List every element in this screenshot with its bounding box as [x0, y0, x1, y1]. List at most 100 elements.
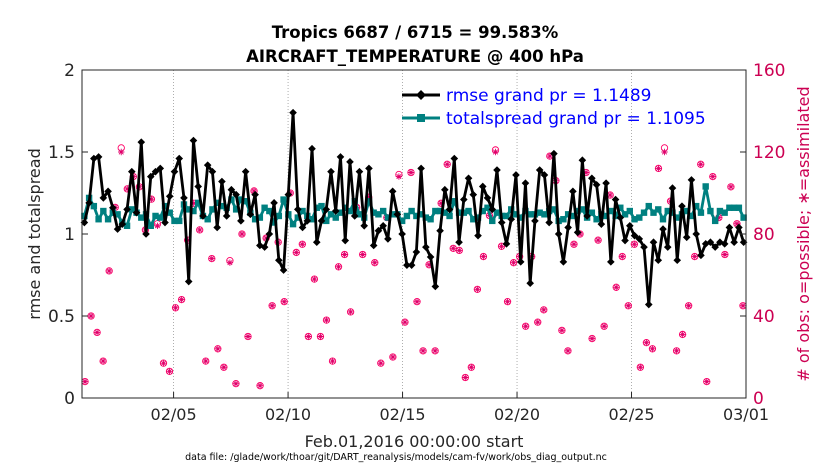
obs-assimilated-point — [679, 331, 686, 338]
obs-assimilated-point — [625, 302, 632, 309]
rmse-point — [80, 218, 89, 227]
totalspread-point — [280, 196, 287, 203]
totalspread-point — [716, 207, 724, 215]
rmse-point — [583, 212, 591, 220]
totalspread-point — [697, 209, 705, 216]
rmse-point — [512, 171, 520, 179]
totalspread-point — [446, 212, 453, 220]
totalspread-point — [479, 207, 486, 215]
x-axis-label: Feb.01,2016 00:00:00 start — [305, 432, 524, 451]
totalspread-point — [432, 207, 439, 215]
totalspread-point — [631, 216, 638, 223]
totalspread-point — [579, 206, 586, 213]
totalspread-point — [195, 199, 202, 207]
rmse-point — [118, 220, 127, 228]
obs-assimilated-point — [323, 316, 330, 324]
totalspread-point — [398, 217, 406, 225]
totalspread-point — [161, 202, 169, 210]
totalspread-point — [503, 212, 510, 220]
obs-assimilated-point — [208, 255, 215, 262]
obs-assimilated-point — [190, 200, 197, 207]
rmse-point — [170, 167, 179, 176]
rmse-point — [265, 230, 274, 238]
totalspread-point — [441, 209, 449, 216]
totalspread-point — [593, 216, 600, 223]
totalspread-point — [275, 212, 283, 220]
legend-rmse-marker — [416, 90, 426, 100]
rmse-point — [322, 205, 331, 214]
rmse-point — [659, 225, 667, 233]
y-axis-left-label: rmse and totalspread — [25, 148, 44, 319]
totalspread-point — [403, 212, 411, 220]
rmse-point — [663, 243, 672, 251]
rmse-point — [94, 153, 103, 161]
rmse-point — [611, 195, 620, 204]
x-tick-label: 02/15 — [379, 405, 425, 424]
footer-data-file: data file: /glade/work/thoar/git/DART_re… — [185, 452, 607, 463]
obs-assimilated-point — [606, 191, 614, 199]
y-right-tick-label: 120 — [753, 143, 785, 163]
totalspread-point — [702, 183, 709, 190]
rmse-point — [189, 136, 198, 145]
obs-assimilated-point — [534, 318, 541, 326]
rmse-point — [85, 199, 93, 207]
rmse-point — [526, 279, 534, 287]
totalspread-point — [664, 207, 671, 215]
totalspread-point — [346, 207, 354, 215]
obs-assimilated-point — [105, 267, 113, 275]
obs-assimilated-point — [214, 345, 222, 352]
rmse-point — [488, 205, 497, 214]
obs-assimilated-point — [347, 308, 354, 316]
obs-assimilated-point — [87, 312, 95, 320]
obs-assimilated-point — [619, 253, 626, 260]
totalspread-point — [289, 220, 297, 228]
totalspread-point — [451, 198, 458, 205]
totalspread-point — [337, 209, 344, 216]
totalspread-point — [185, 206, 192, 213]
obs-assimilated-point — [685, 302, 692, 309]
totalspread-point — [81, 212, 88, 220]
obs-assimilated-point — [425, 261, 433, 268]
totalspread-point — [721, 209, 728, 216]
totalspread-point — [123, 222, 131, 229]
obs-assimilated-point — [456, 247, 463, 254]
obs-assimilated-point — [655, 165, 662, 172]
rmse-point — [621, 236, 629, 245]
rmse-point — [369, 241, 378, 250]
obs-assimilated-point — [431, 347, 439, 355]
obs-assimilated-point — [673, 347, 680, 355]
totalspread-point — [100, 207, 107, 215]
rmse-point — [251, 190, 259, 199]
rmse-point — [678, 202, 686, 210]
obs-assimilated-point — [377, 359, 384, 367]
totalspread-point — [242, 198, 249, 205]
obs-assimilated-point — [709, 173, 716, 180]
rmse-point — [146, 172, 155, 181]
rmse-point — [161, 218, 169, 227]
rmse-point — [569, 187, 577, 196]
rmse-point — [317, 217, 326, 225]
obs-assimilated-point — [498, 243, 505, 250]
obs-assimilated-point — [365, 193, 372, 201]
rmse-point — [692, 230, 700, 238]
obs-assimilated-point — [588, 335, 596, 342]
y-left-tick-label: 0 — [64, 389, 75, 409]
rmse-point — [431, 282, 440, 291]
obs-assimilated-point — [462, 374, 469, 381]
y-left-tick-label: 1.5 — [48, 143, 75, 163]
y-right-tick-label: 0 — [753, 389, 764, 409]
totalspread-point — [536, 209, 543, 216]
obs-assimilated-point — [389, 353, 397, 361]
totalspread-point — [602, 212, 610, 220]
obs-assimilated-point — [727, 183, 735, 191]
rmse-point — [407, 261, 416, 269]
totalspread-point — [621, 211, 629, 218]
rmse-point — [706, 238, 715, 246]
rmse-point — [341, 236, 350, 245]
totalspread-point — [327, 211, 335, 218]
obs-assimilated-point — [631, 241, 638, 248]
rmse-point — [455, 238, 463, 246]
totalspread-point — [318, 202, 325, 210]
rmse-point — [350, 212, 359, 220]
rmse-point — [668, 184, 677, 192]
